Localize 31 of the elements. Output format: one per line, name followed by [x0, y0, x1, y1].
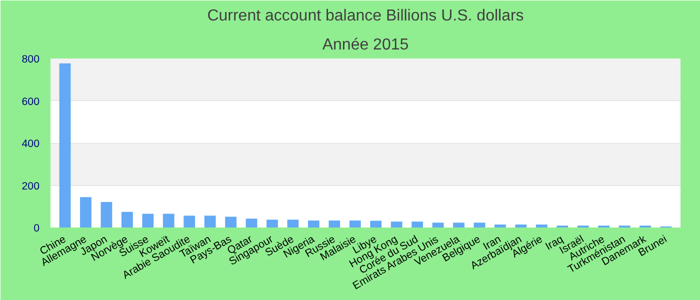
bar: [515, 224, 527, 228]
bar: [204, 216, 216, 228]
chart-subtitle: Année 2015: [322, 36, 409, 54]
bar: [370, 220, 382, 228]
y-tick-label: 200: [22, 180, 40, 192]
bar: [494, 224, 506, 228]
bar: [349, 220, 361, 228]
chart-title: Current account balance Billions U.S. dollars: [207, 8, 524, 24]
y-tick-label: 400: [22, 138, 40, 150]
bar: [328, 220, 340, 228]
y-tick-label: 0: [34, 222, 40, 234]
bar: [266, 220, 278, 228]
bar: [453, 222, 464, 228]
bar: [225, 216, 236, 228]
bar: [474, 222, 486, 228]
bar: [142, 214, 154, 228]
bar: [432, 222, 444, 228]
bar: [246, 218, 258, 228]
bar: [121, 212, 133, 228]
bar: [80, 197, 92, 228]
bar: [100, 202, 112, 228]
bar: [184, 216, 196, 228]
bar: [390, 222, 402, 228]
y-tick-label: 800: [22, 54, 40, 66]
bar: [412, 222, 424, 228]
bar: [162, 214, 174, 228]
bar: [308, 220, 320, 228]
bar: [536, 224, 548, 228]
y-tick-label: 600: [22, 96, 40, 108]
bar: [59, 63, 71, 228]
bar: [287, 220, 299, 228]
